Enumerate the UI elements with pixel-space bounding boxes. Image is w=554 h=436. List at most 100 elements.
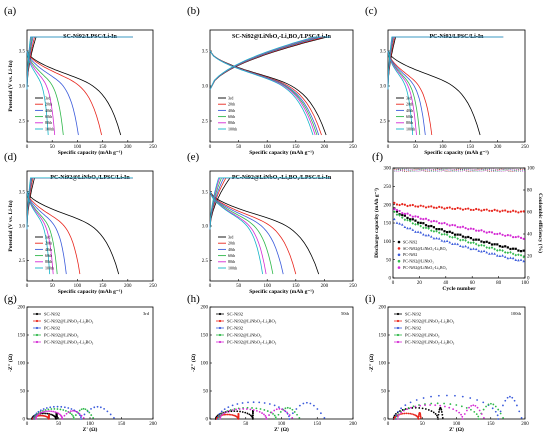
data-point xyxy=(414,215,417,218)
discharge-curve xyxy=(26,191,58,275)
x-axis-label: Specific capacity (mAh g⁻¹) xyxy=(249,288,314,295)
legend-swatch xyxy=(397,240,401,244)
legend-entry: PC-Ni92 xyxy=(44,326,60,331)
eis-point xyxy=(407,412,410,415)
eis-point xyxy=(492,403,495,406)
data-point xyxy=(419,231,423,234)
eis-point xyxy=(80,408,83,411)
y2-tick-label: 100 xyxy=(527,167,535,172)
data-point xyxy=(443,239,446,243)
legend-entry: SC-Ni92 xyxy=(405,312,421,317)
y2-axis-label: Coulombic efficiency (%) xyxy=(537,193,544,253)
y-tick-label: 200 xyxy=(201,306,209,311)
y-tick-label: 50 xyxy=(203,390,209,395)
eis-point xyxy=(480,413,483,415)
data-point xyxy=(464,244,467,248)
eis-point xyxy=(52,410,55,413)
data-point xyxy=(456,225,459,229)
eis-point xyxy=(263,402,266,404)
legend-marker xyxy=(396,333,400,337)
data-point xyxy=(422,205,425,208)
eis-point xyxy=(233,408,236,410)
legend-entry: PC-Ni92@LiNbO₃-Li₃BO₃ xyxy=(44,340,94,345)
legend-entry: 40th xyxy=(228,247,235,252)
y-tick-label: 200 xyxy=(379,306,387,311)
eis-point xyxy=(246,412,249,415)
eis-point xyxy=(419,416,422,419)
eis-point xyxy=(286,411,288,414)
eis-point xyxy=(236,410,239,413)
y-tick-label: 200 xyxy=(18,306,26,311)
legend-marker xyxy=(218,312,222,316)
y-tick-label: 150 xyxy=(379,334,387,339)
data-point xyxy=(401,213,404,217)
data-point xyxy=(493,232,496,236)
eis-point xyxy=(291,416,294,419)
data-point xyxy=(400,223,404,226)
legend-entry: 60th xyxy=(406,114,413,119)
legend-entry: PC-Ni92@LiNbO₃-Li₃BO₃ xyxy=(405,340,455,345)
eis-point xyxy=(518,410,521,413)
data-point xyxy=(477,238,480,241)
eis-point xyxy=(400,413,402,415)
eis-point xyxy=(247,401,249,404)
legend-marker xyxy=(35,340,39,344)
x-axis-label: Cycle number xyxy=(442,286,476,292)
x-tick-label: 20 xyxy=(417,281,423,286)
data-point xyxy=(501,233,504,236)
eis-point xyxy=(265,418,268,420)
eis-point xyxy=(469,397,472,399)
data-point xyxy=(511,256,515,260)
eis-point xyxy=(92,416,95,419)
legend-entry: 80th xyxy=(45,120,52,125)
data-point xyxy=(453,207,457,211)
y-axis-label: -Z'' (Ω) xyxy=(7,354,14,372)
data-point xyxy=(427,225,430,228)
eis-point xyxy=(466,409,468,412)
legend-entry: 60th xyxy=(45,253,52,258)
charge-curve xyxy=(209,177,331,230)
legend-entry: 20th xyxy=(228,102,235,107)
eis-point xyxy=(221,413,224,416)
data-point xyxy=(445,239,449,243)
data-point xyxy=(496,243,499,246)
eis-point xyxy=(56,405,59,408)
eis-point xyxy=(400,411,403,414)
discharge-curve xyxy=(387,50,481,136)
data-point xyxy=(482,244,486,248)
x-tick-label: 100 xyxy=(74,284,82,289)
x-tick-label: 150 xyxy=(466,145,474,150)
discharge-curve xyxy=(209,191,274,275)
eis-point xyxy=(252,411,254,414)
eis-point xyxy=(491,407,494,410)
eis-point xyxy=(273,409,276,412)
eis-point xyxy=(80,414,83,417)
eis-point xyxy=(406,408,409,411)
eis-point xyxy=(263,413,265,416)
eis-point xyxy=(487,403,490,406)
eis-point xyxy=(430,395,432,398)
eis-point xyxy=(509,395,511,398)
eis-point xyxy=(430,410,433,412)
data-point xyxy=(424,234,428,237)
eis-point xyxy=(461,418,464,420)
data-point xyxy=(480,209,483,212)
eis-point xyxy=(277,413,280,416)
legend-marker xyxy=(396,340,400,344)
eis-point xyxy=(422,397,425,399)
panel-label: (b) xyxy=(187,5,200,17)
eis-point xyxy=(231,414,234,416)
eis-point xyxy=(401,412,404,415)
eis-point xyxy=(302,402,305,405)
data-point xyxy=(424,206,428,209)
data-point xyxy=(409,204,412,207)
data-point xyxy=(506,210,509,213)
data-point xyxy=(411,218,414,221)
eis-point xyxy=(443,402,445,405)
x-tick-label: 200 xyxy=(321,284,329,289)
x-tick-label: 100 xyxy=(263,284,271,289)
data-point xyxy=(509,247,512,251)
eis-point xyxy=(419,414,422,416)
eis-point xyxy=(80,418,83,420)
data-point xyxy=(482,249,486,253)
